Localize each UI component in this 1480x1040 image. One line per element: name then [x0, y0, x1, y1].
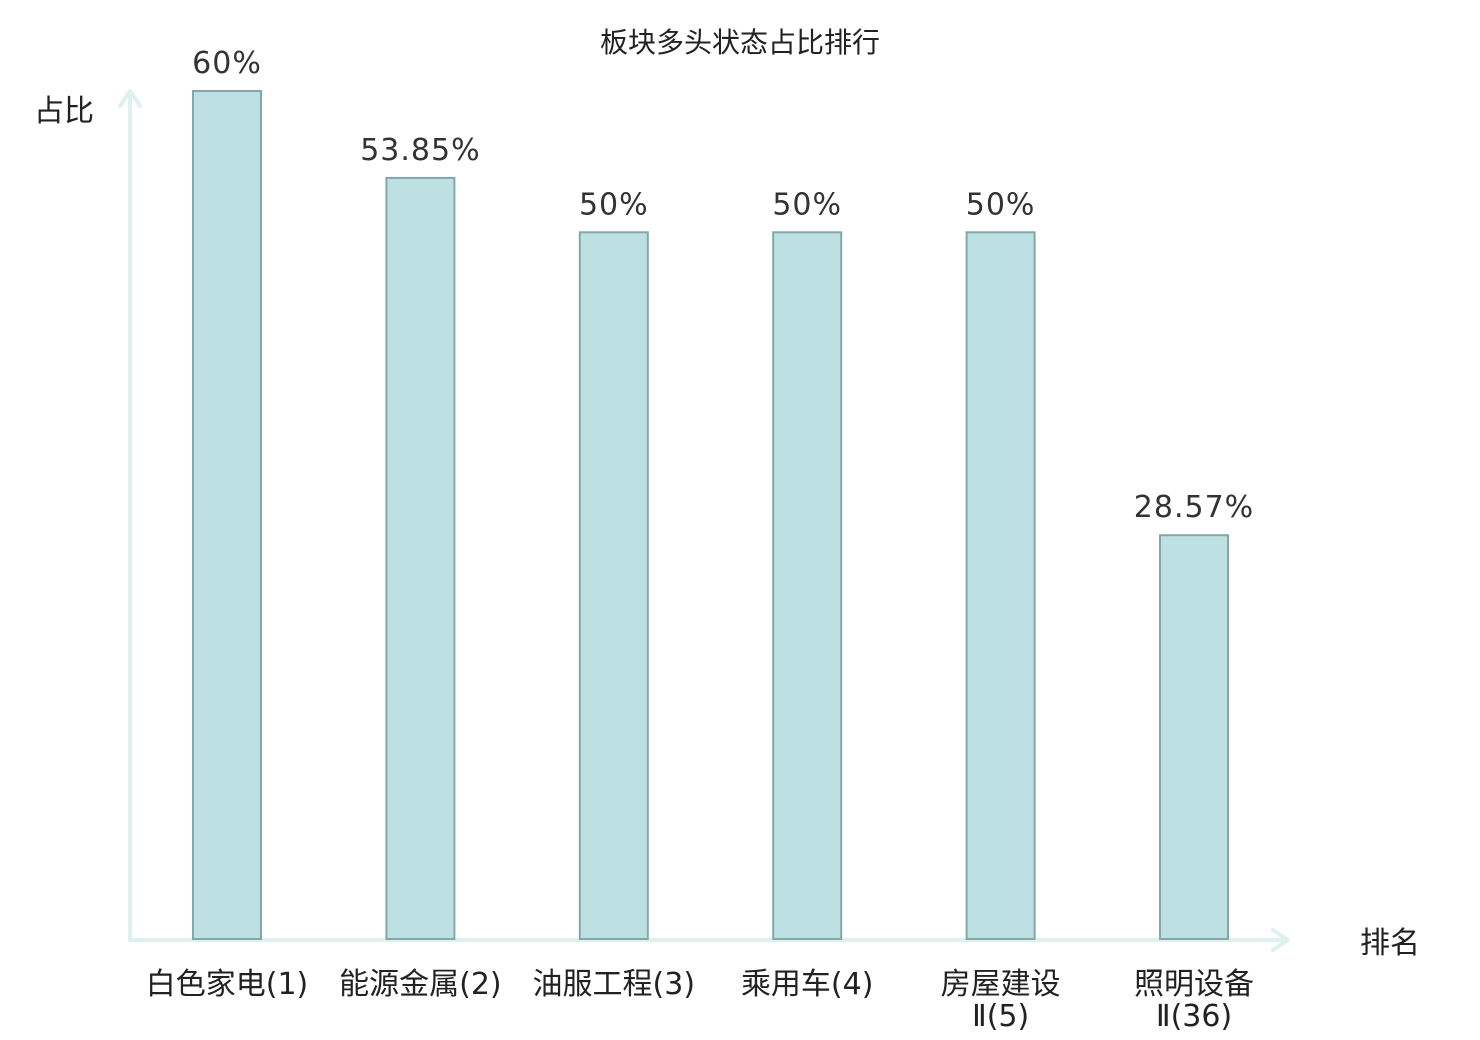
- bar-value-label: 50%: [772, 187, 842, 222]
- y-axis-label: 占比: [34, 94, 94, 129]
- bar: [192, 90, 262, 940]
- axes: [118, 89, 1290, 952]
- bar-value-label: 50%: [579, 187, 649, 222]
- category-label: Ⅱ(36): [1156, 999, 1232, 1034]
- bar: [1159, 534, 1229, 940]
- category-label: 乘用车(4): [741, 967, 874, 1002]
- category-label: 照明设备: [1134, 967, 1254, 1002]
- x-axis-arrow: [1271, 928, 1290, 952]
- bars-group: [192, 90, 1229, 941]
- category-label: 油服工程(3): [533, 967, 696, 1002]
- bar-value-label: 50%: [966, 187, 1036, 222]
- bar: [772, 231, 843, 941]
- category-label: 房屋建设: [941, 967, 1061, 1002]
- category-label: Ⅱ(5): [972, 999, 1029, 1034]
- category-label: 能源金属(2): [339, 967, 502, 1002]
- bar: [578, 231, 649, 941]
- bar: [965, 231, 1036, 941]
- value-labels-group: 60% 53.85% 50% 50% 50% 28.57%: [192, 46, 1254, 525]
- bar-value-label: 53.85%: [360, 133, 480, 168]
- category-label: 白色家电(1): [146, 967, 309, 1002]
- bar-value-label: 60%: [192, 46, 262, 81]
- y-axis-arrow: [118, 89, 142, 108]
- bar: [385, 176, 456, 940]
- x-axis-label: 排名: [1360, 926, 1420, 961]
- chart-title: 板块多头状态占比排行: [600, 26, 880, 59]
- bar-value-label: 28.57%: [1134, 490, 1254, 525]
